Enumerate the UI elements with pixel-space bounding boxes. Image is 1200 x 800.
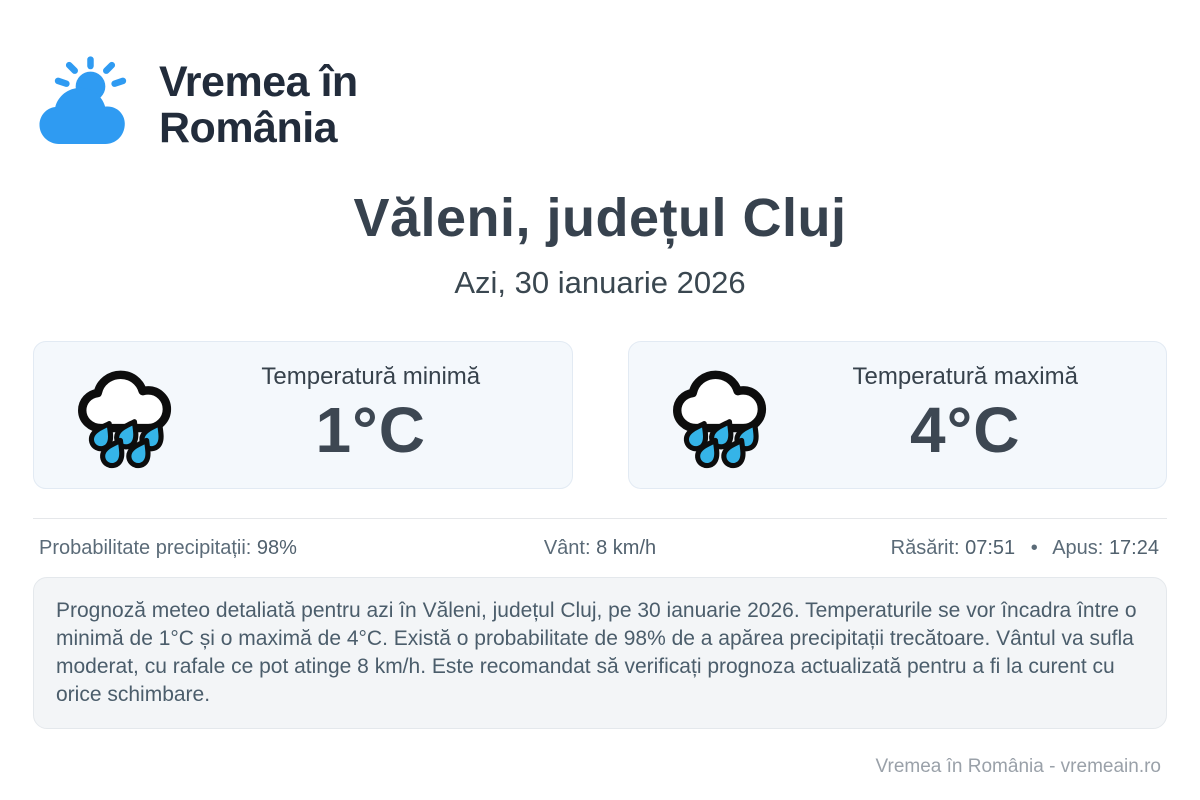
max-temp-label: Temperatură maximă bbox=[852, 363, 1078, 390]
min-temp-label: Temperatură minimă bbox=[261, 363, 481, 390]
temperature-cards: Temperatură minimă 1°C Temperatură maxim… bbox=[33, 341, 1167, 489]
site-name-line1: Vremea în bbox=[159, 57, 358, 106]
forecast-summary-text: Prognoză meteo detaliată pentru azi în V… bbox=[56, 599, 1137, 706]
min-temp-card: Temperatură minimă 1°C bbox=[33, 341, 573, 489]
rain-cloud-icon bbox=[665, 357, 783, 473]
page-title: Văleni, județul Cluj bbox=[353, 188, 847, 248]
wind-label: Vânt: bbox=[543, 537, 591, 559]
precipitation-label: Probabilitate precipitații: bbox=[39, 537, 252, 559]
forecast-summary-box: Prognoză meteo detaliată pentru azi în V… bbox=[33, 577, 1167, 729]
precipitation-value: 98% bbox=[256, 537, 297, 559]
max-temp-card: Temperatură maximă 4°C bbox=[627, 341, 1167, 489]
site-header: Vremea în România bbox=[33, 55, 1167, 155]
max-temp-text: Temperatură maximă 4°C bbox=[783, 363, 1149, 467]
site-name-line2: România bbox=[159, 104, 338, 152]
footer-credit: Vremea în România - vremeain.ro bbox=[875, 756, 1161, 777]
precipitation-stat: Probabilitate precipitații: 98% bbox=[33, 537, 544, 560]
min-temp-text: Temperatură minimă 1°C bbox=[188, 363, 554, 467]
sunset-label: Apus: bbox=[1052, 537, 1104, 559]
max-temp-value: 4°C bbox=[910, 394, 1021, 466]
rain-cloud-icon bbox=[70, 357, 188, 473]
stats-row: Probabilitate precipitații: 98% Vânt: 8 … bbox=[33, 537, 1167, 560]
date-subtitle: Azi, 30 ianuarie 2026 bbox=[454, 265, 746, 300]
site-logo[interactable]: Vremea în România bbox=[33, 55, 358, 155]
wind-stat: Vânt: 8 km/h bbox=[544, 537, 656, 560]
sun-times-stat: Răsărit: 07:51 • Apus: 17:24 bbox=[656, 537, 1167, 560]
sunrise-label: Răsărit: bbox=[890, 537, 960, 559]
bullet-separator: • bbox=[1030, 537, 1038, 559]
sunset-value: 17:24 bbox=[1108, 537, 1159, 559]
site-name: Vremea în România bbox=[159, 57, 358, 152]
sunrise-value: 07:51 bbox=[965, 537, 1016, 559]
divider bbox=[33, 518, 1167, 519]
sun-behind-cloud-icon bbox=[39, 56, 127, 144]
wind-value: 8 km/h bbox=[596, 537, 657, 559]
page-footer: Vremea în România - vremeain.ro bbox=[33, 756, 1167, 778]
min-temp-value: 1°C bbox=[315, 394, 426, 466]
